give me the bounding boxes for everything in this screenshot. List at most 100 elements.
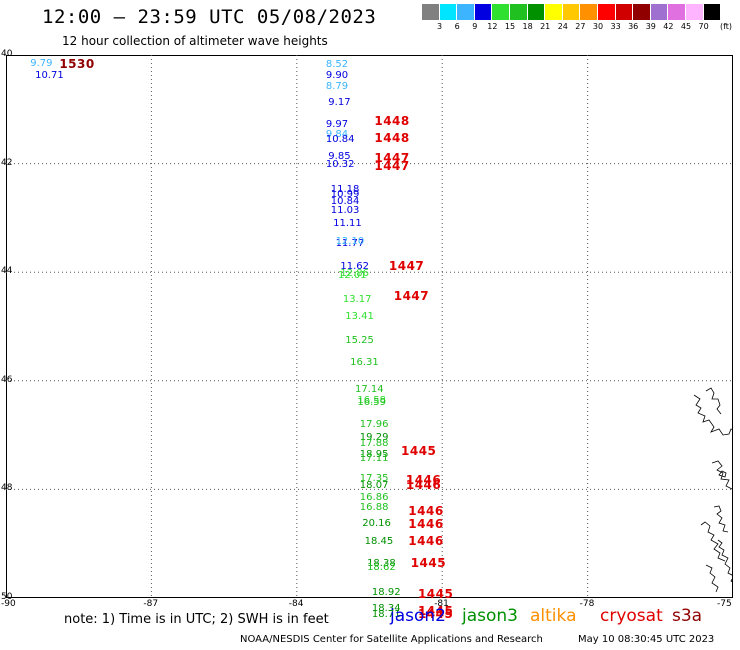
wave-height-value: 10.32 bbox=[325, 159, 355, 171]
wave-height-value: 9.79 bbox=[30, 57, 53, 69]
legend-label: 27 bbox=[575, 22, 586, 31]
legend-swatch bbox=[615, 4, 634, 20]
wave-height-value: 12.86 bbox=[340, 267, 370, 279]
pass-time-label: 1448 bbox=[374, 130, 410, 145]
map-frame bbox=[6, 55, 733, 598]
wave-height-value: 17.35 bbox=[359, 473, 389, 485]
legend-swatch bbox=[685, 4, 704, 20]
legend-swatch bbox=[474, 4, 493, 20]
wave-height-value: 18.71 bbox=[371, 608, 401, 620]
legend-swatch bbox=[422, 4, 440, 20]
pass-time-label: 1530 bbox=[59, 56, 95, 71]
legend-swatch bbox=[633, 4, 651, 20]
pass-time-label: 1447 bbox=[374, 158, 410, 173]
page-title: 12:00 – 23:59 UTC 05/08/2023 bbox=[42, 6, 377, 28]
wave-height-value: 9.84 bbox=[325, 129, 349, 141]
legend-unit: (ft) bbox=[720, 22, 733, 31]
wave-height-value: 10.84 bbox=[330, 196, 360, 208]
legend-swatch bbox=[668, 4, 686, 20]
pass-time-label: 1446 bbox=[408, 533, 444, 548]
legend-swatch bbox=[527, 4, 546, 20]
map-border bbox=[6, 55, 733, 598]
legend-label: 3 bbox=[437, 22, 443, 31]
legend-swatch bbox=[650, 4, 669, 20]
legend-swatch bbox=[492, 4, 510, 20]
legend-label: 42 bbox=[663, 22, 674, 31]
footer-timestamp: May 10 08:30:45 UTC 2023 bbox=[578, 634, 715, 645]
grid-lines bbox=[6, 55, 733, 598]
legend-label: 39 bbox=[645, 22, 656, 31]
wave-height-value: 17.14 bbox=[354, 383, 384, 395]
wave-height-value: 16.86 bbox=[359, 492, 389, 504]
pass-time-label: 1445 bbox=[417, 586, 454, 601]
longitude-label: -84 bbox=[288, 599, 304, 609]
wave-height-value: 11.03 bbox=[330, 205, 360, 217]
pass-time-label: 1447 bbox=[374, 150, 410, 165]
legend-swatch bbox=[597, 4, 616, 20]
footer-credit: NOAA/NESDIS Center for Satellite Applica… bbox=[240, 634, 543, 645]
wave-height-value: 18.95 bbox=[359, 448, 389, 460]
satellite-s3a: s3a bbox=[672, 606, 703, 626]
wave-height-value: 13.17 bbox=[342, 293, 372, 305]
wave-height-value: 8.52 bbox=[325, 58, 349, 70]
wave-height-value: 20.16 bbox=[362, 517, 391, 529]
wave-height-value: 18.34 bbox=[371, 603, 401, 615]
legend-label: 12 bbox=[487, 22, 498, 31]
legend-swatch bbox=[457, 4, 475, 20]
longitude-label: -75 bbox=[717, 599, 732, 609]
satellite-jason2: jason2 bbox=[390, 606, 446, 626]
wave-height-value: 12.10 bbox=[335, 235, 365, 247]
pass-time-label: 1447 bbox=[388, 259, 425, 274]
wave-height-value: 17.96 bbox=[359, 418, 389, 430]
latitude-label: 46 bbox=[1, 374, 13, 385]
pass-time-label: 1447 bbox=[393, 289, 430, 304]
latitude-label: 40 bbox=[1, 49, 13, 59]
legend-swatch bbox=[703, 4, 722, 20]
legend-label: 45 bbox=[680, 22, 692, 31]
latitude-label: 42 bbox=[1, 157, 13, 168]
latitude-label: 50 bbox=[1, 592, 13, 602]
wave-height-value: 11.18 bbox=[330, 183, 360, 195]
legend-label: 70 bbox=[698, 22, 709, 31]
wave-height-value: 18.62 bbox=[367, 561, 396, 573]
wave-height-value: 12.01 bbox=[337, 270, 367, 282]
wave-height-value: 16.88 bbox=[359, 502, 389, 514]
wave-height-value: 18.45 bbox=[364, 535, 394, 547]
longitude-label: -78 bbox=[579, 599, 595, 609]
wave-height-value: 10.99 bbox=[330, 189, 360, 201]
wave-height-value: 10.84 bbox=[325, 133, 355, 145]
page-subtitle: 12 hour collection of altimeter wave hei… bbox=[62, 34, 328, 48]
legend-swatch bbox=[439, 4, 458, 20]
pass-time-label: 1445 bbox=[417, 606, 454, 621]
legend-swatch bbox=[580, 4, 598, 20]
longitude-label: -87 bbox=[143, 599, 159, 609]
wave-height-value: 11.62 bbox=[340, 261, 370, 273]
wave-height-value: 17.88 bbox=[359, 437, 389, 449]
wave-height-value: 9.90 bbox=[325, 69, 349, 81]
wave-height-value: 9.17 bbox=[328, 96, 351, 108]
wave-height-value: 11.11 bbox=[333, 217, 362, 229]
legend-label: 21 bbox=[540, 22, 551, 31]
wave-height-value: 19.29 bbox=[359, 432, 389, 444]
wave-height-value: 10.71 bbox=[35, 69, 64, 81]
wave-height-value: 9.85 bbox=[328, 151, 351, 163]
wave-height-value: 8.79 bbox=[325, 80, 349, 92]
satellite-altika: altika bbox=[530, 606, 577, 626]
latitude-label: 44 bbox=[1, 266, 13, 277]
pass-time-label: 1446 bbox=[408, 503, 444, 518]
longitude-label: -90 bbox=[1, 599, 16, 609]
wave-height-value: 16.58 bbox=[357, 394, 387, 406]
wave-height-value: 18.07 bbox=[359, 480, 389, 492]
pass-time-label: 1448 bbox=[374, 114, 410, 129]
wave-height-value: 18.38 bbox=[367, 557, 396, 569]
legend-label: 6 bbox=[454, 22, 460, 31]
wave-height-value: 11.77 bbox=[335, 237, 365, 249]
pass-time-label: 1446 bbox=[405, 478, 442, 493]
legend-label: 33 bbox=[610, 22, 621, 31]
satellite-jason3: jason3 bbox=[462, 606, 518, 626]
legend-label: 36 bbox=[628, 22, 639, 31]
wave-height-value: 9.97 bbox=[325, 118, 349, 130]
pass-time-label: 1445 bbox=[410, 556, 447, 571]
legend-label: 9 bbox=[472, 22, 478, 31]
pass-time-label: 1446 bbox=[408, 517, 444, 532]
